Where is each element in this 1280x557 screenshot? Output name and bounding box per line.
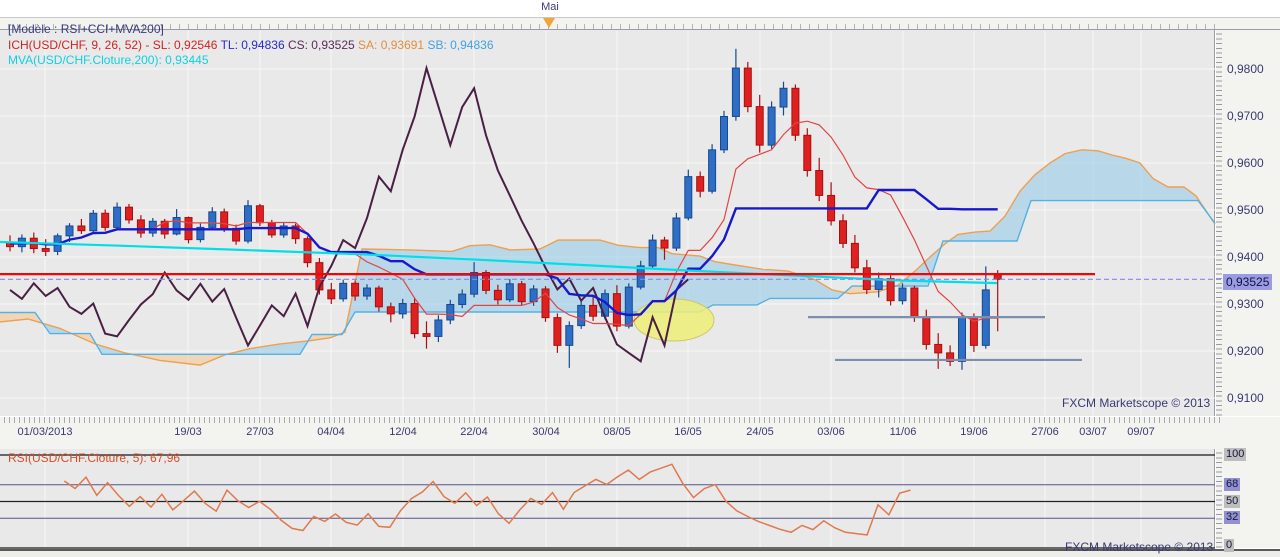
price-axis-label: 0,9500 [1227, 203, 1264, 217]
rsi-label: RSI(USD/CHF.Cloture, 5): 67,96 [8, 451, 181, 465]
tenkan-line [10, 120, 998, 327]
rsi-axis-label: 68 [1224, 478, 1241, 491]
price-axis[interactable] [1216, 30, 1280, 416]
date-axis[interactable] [0, 416, 1280, 449]
ich-sl-label: SL: 0,92546 [152, 38, 218, 52]
price-axis-label: 0,9400 [1227, 250, 1264, 264]
date-axis-label: 19/03 [174, 426, 202, 438]
price-axis-ticks [1216, 30, 1222, 416]
price-axis-label: 0,9700 [1227, 109, 1264, 123]
chikou-line [9, 64, 689, 363]
date-axis-label: 03/07 [1079, 426, 1107, 438]
candlestick-series [6, 48, 1002, 370]
watermark-main: FXCM Marketscope © 2013 [1062, 396, 1211, 410]
date-axis-label: 30/04 [532, 426, 560, 438]
mva200-line [0, 240, 998, 285]
senkou-b-line [0, 199, 1216, 355]
ichimoku-cloud [0, 149, 1216, 366]
price-axis-label: 0,9600 [1227, 156, 1264, 170]
rsi-panel[interactable] [0, 449, 1215, 548]
date-axis-label: 03/06 [817, 426, 845, 438]
rsi-axis-label: 100 [1224, 448, 1247, 461]
rsi-plot [0, 454, 1215, 549]
bottom-strip [0, 549, 1280, 557]
rsi-axis-label: 32 [1224, 511, 1241, 524]
date-axis-label: 27/06 [1031, 426, 1059, 438]
price-axis-label: 0,9200 [1227, 344, 1264, 358]
date-axis-label: 16/05 [674, 426, 702, 438]
ich-tl-label: TL: 0,94836 [220, 38, 285, 52]
date-axis-label: 27/03 [246, 426, 274, 438]
date-axis-label: 08/05 [603, 426, 631, 438]
rsi-axis-label: 50 [1224, 495, 1241, 508]
ich-prefix-label: ICH(USD/CHF, 9, 26, 52) - [8, 38, 153, 52]
date-axis-label: 04/04 [317, 426, 345, 438]
timeline-ticks [0, 24, 1221, 29]
timeline-navigator-bar[interactable] [0, 17, 1280, 30]
price-axis-label: 0,9100 [1227, 391, 1264, 405]
date-axis-ticks [0, 417, 1221, 423]
rsi-axis-label: 0 [1224, 539, 1235, 552]
date-axis-label: 09/07 [1127, 426, 1155, 438]
date-axis-label: 11/06 [889, 426, 917, 438]
model-label: [Modèle : RSI+CCI+MVA200] [8, 22, 164, 36]
price-axis-label: 0,9800 [1227, 62, 1264, 76]
top-strip [0, 0, 1280, 17]
senkou-a-line [0, 149, 1216, 366]
legend-rsi: RSI(USD/CHF.Cloture, 5): 67,96 [8, 451, 180, 465]
date-axis-label: 01/03/2013 [17, 426, 73, 438]
date-axis-label: 19/06 [960, 426, 988, 438]
month-label: Mai [541, 1, 559, 13]
legend-ichimoku: ICH(USD/CHF, 9, 26, 52) - SL: 0,92546 TL… [8, 38, 494, 52]
ich-sa-label: SA: 0,93691 [358, 38, 425, 52]
legend-model: [Modèle : RSI+CCI+MVA200] [8, 22, 164, 36]
date-axis-label: 22/04 [460, 426, 488, 438]
ich-sb-label: SB: 0,94836 [427, 38, 494, 52]
current-price-badge: 0,93525 [1223, 274, 1273, 290]
ich-cs-label: CS: 0,93525 [287, 38, 355, 52]
price-axis-label: 0,9300 [1227, 297, 1264, 311]
rsi-line [63, 463, 911, 536]
mva-label: MVA(USD/CHF.Cloture,200): 0,93445 [8, 53, 209, 67]
month-marker-icon [543, 18, 555, 28]
date-axis-label: 24/05 [746, 426, 774, 438]
watermark-rsi: FXCM Marketscope © 2013 [1065, 540, 1214, 554]
rsi-axis-ticks [1216, 449, 1222, 548]
date-axis-label: 12/04 [389, 426, 417, 438]
legend-mva: MVA(USD/CHF.Cloture,200): 0,93445 [8, 53, 209, 67]
